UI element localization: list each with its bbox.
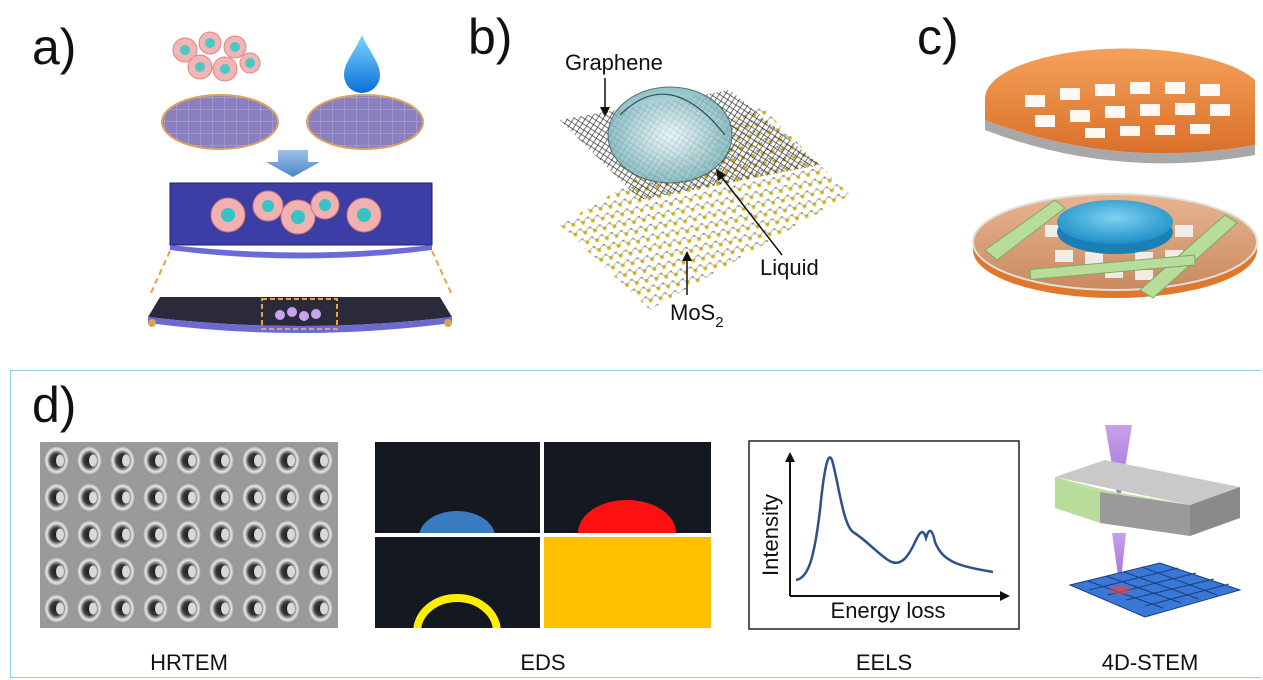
eds-yellow-ring bbox=[413, 594, 501, 628]
panel-b-illustration: Graphene Liquid MoS2 bbox=[560, 50, 850, 331]
pixel-detector bbox=[1068, 562, 1242, 618]
tem-grid-right bbox=[306, 94, 424, 150]
down-arrow-icon bbox=[266, 150, 320, 177]
mos2-label: MoS2 bbox=[670, 300, 724, 331]
hrtem-caption: HRTEM bbox=[150, 650, 228, 675]
eels-spectrum-line bbox=[795, 456, 994, 582]
water-drop-icon bbox=[344, 35, 380, 93]
liquid-cell-full bbox=[148, 297, 452, 333]
liquid-cell-magnified bbox=[169, 182, 433, 259]
graphene-label: Graphene bbox=[565, 50, 663, 75]
panel-d-frame bbox=[10, 370, 1261, 678]
eels-xlabel: Energy loss bbox=[831, 598, 946, 623]
stem-4d-caption: 4D-STEM bbox=[1101, 650, 1199, 675]
panel-c-illustration bbox=[972, 48, 1258, 299]
liquid-label: Liquid bbox=[760, 255, 819, 280]
nanoparticle-cluster bbox=[172, 31, 261, 82]
hrtem-image bbox=[40, 442, 338, 628]
liquid-bubble bbox=[607, 86, 733, 184]
stem-4d-illustration bbox=[1055, 425, 1242, 618]
full-grid-with-cell bbox=[972, 193, 1258, 299]
eds-maps bbox=[375, 442, 711, 628]
eds-caption: EDS bbox=[520, 650, 566, 675]
eels-ylabel: Intensity bbox=[758, 494, 783, 576]
panel-a-illustration bbox=[148, 31, 453, 333]
eels-plot: Energy loss Intensity bbox=[748, 440, 1020, 630]
tem-grid-left bbox=[161, 94, 279, 150]
eels-caption: EELS bbox=[855, 650, 913, 675]
panel-b-label: b) bbox=[468, 9, 513, 65]
eds-orange-map bbox=[544, 537, 711, 628]
eds-blue-dome bbox=[419, 511, 495, 533]
panel-c-label: c) bbox=[917, 9, 959, 65]
panel-d-label: d) bbox=[32, 377, 77, 433]
panel-a-label: a) bbox=[32, 19, 77, 75]
half-grid bbox=[984, 48, 1255, 164]
eds-red-dome bbox=[578, 500, 676, 533]
